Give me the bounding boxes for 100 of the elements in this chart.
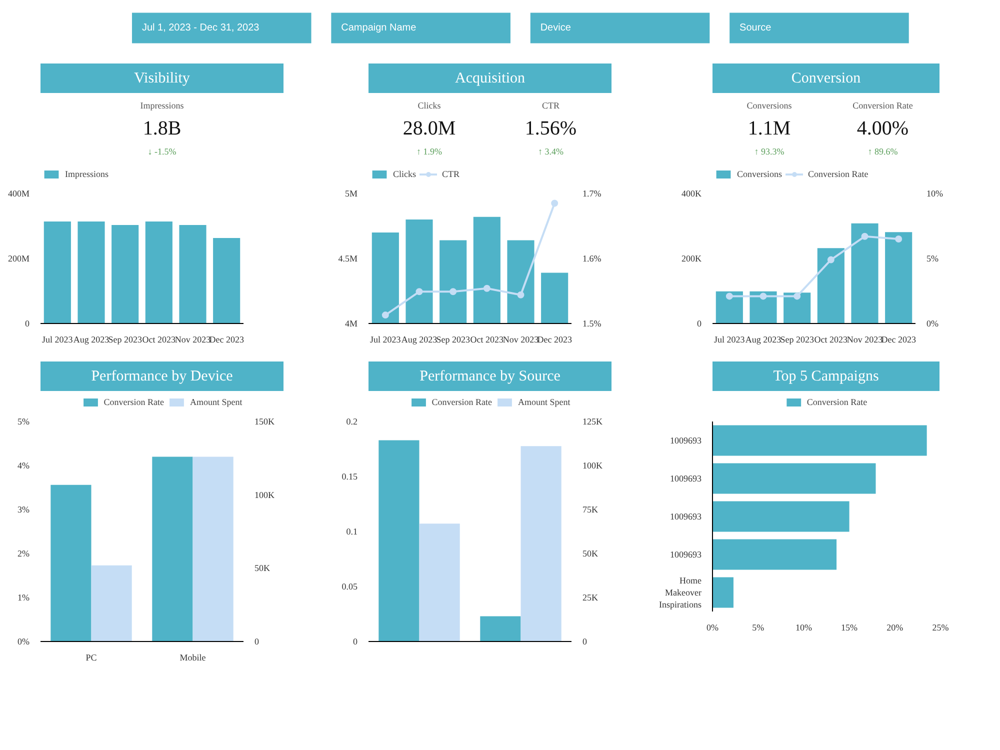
text: Source xyxy=(740,22,772,34)
x-tick-label: Oct 2023 xyxy=(470,334,504,344)
x-tick-label: Aug 2023 xyxy=(73,334,110,344)
y2-tick-label: 5% xyxy=(926,254,939,264)
x-tick-label: Jul 2023 xyxy=(370,334,402,344)
chart-title: Top 5 Campaigns xyxy=(773,368,879,384)
text: 1.56% xyxy=(524,118,577,140)
text: ↑ 89.6% xyxy=(868,146,898,157)
y2-tick-label: 10% xyxy=(926,188,944,198)
y-tick-label: 1009693 xyxy=(670,474,702,484)
chart-title: Acquisition xyxy=(455,70,526,86)
text: Device xyxy=(540,22,572,34)
y-tick-label: 2% xyxy=(18,548,30,558)
x-tick-label: Sep 2023 xyxy=(780,334,814,344)
x-tick-label: Dec 2023 xyxy=(209,334,244,344)
x-tick-label: Dec 2023 xyxy=(537,334,572,344)
x-tick-label: Oct 2023 xyxy=(142,334,176,344)
x-tick-label: Aug 2023 xyxy=(401,334,438,344)
y-tick-label: 0.05 xyxy=(342,582,358,592)
y2-tick-label: 100K xyxy=(582,460,603,470)
y-tick-label: 0 xyxy=(353,636,358,646)
x-tick-label: Nov 2023 xyxy=(502,334,540,344)
y-tick-label: 0.1 xyxy=(346,526,358,536)
y2-tick-label: 150K xyxy=(254,416,275,426)
x-tick-label: Dec 2023 xyxy=(881,334,916,344)
y2-tick-label: 0% xyxy=(926,318,939,328)
legend-label: Conversion Rate xyxy=(104,397,164,407)
y-tick-label: 200M xyxy=(8,254,30,264)
legend-label: Amount Spent xyxy=(190,397,242,407)
x-tick-label: 15% xyxy=(841,622,858,632)
y-tick-label: 5% xyxy=(18,416,30,426)
legend-label: Amount Spent xyxy=(518,397,570,407)
x-tick-label: Sep 2023 xyxy=(436,334,470,344)
x-tick-label: Jul 2023 xyxy=(714,334,746,344)
text: ↓ -1.5% xyxy=(148,146,177,157)
legend-label: Conversion Rate xyxy=(808,169,868,179)
y-tick-label: 3% xyxy=(18,504,30,514)
y-tick-label: 1009693 xyxy=(670,550,702,560)
y2-tick-label: 125K xyxy=(582,416,603,426)
x-tick-label: Sep 2023 xyxy=(108,334,142,344)
x-tick-label: 0% xyxy=(706,622,719,632)
text: ↑ 93.3% xyxy=(754,146,785,157)
x-tick-label: 5% xyxy=(752,622,765,632)
y2-tick-label: 1.7% xyxy=(582,188,602,198)
legend-label: Clicks xyxy=(393,169,416,179)
y-tick-label: 4.5M xyxy=(338,254,358,264)
legend-label: Impressions xyxy=(65,169,108,179)
y2-tick-label: 1.6% xyxy=(582,254,602,264)
y-tick-label: 0 xyxy=(697,318,702,328)
x-tick-label: Nov 2023 xyxy=(174,334,212,344)
x-tick-label: 20% xyxy=(886,622,904,632)
y-tick-label: 400M xyxy=(8,188,30,198)
x-tick-label: Oct 2023 xyxy=(814,334,848,344)
legend-label: Conversion Rate xyxy=(432,397,492,407)
y-tick-label: Home Makeover Inspirations xyxy=(659,576,702,610)
y-tick-label: 1% xyxy=(18,592,30,602)
y2-tick-label: 0 xyxy=(582,636,588,646)
y-tick-label: 200K xyxy=(682,254,702,264)
x-tick-label: Aug 2023 xyxy=(745,334,782,344)
text: CTR xyxy=(542,100,560,110)
legend-label: Conversion Rate xyxy=(806,397,868,407)
y2-tick-label: 0 xyxy=(254,636,260,646)
y-tick-label: 4% xyxy=(18,460,30,470)
text: Jul 1, 2023 - Dec 31, 2023 xyxy=(142,22,260,34)
chart-title: Conversion xyxy=(791,70,862,86)
text: 1.1M xyxy=(748,118,791,140)
x-tick-label: 10% xyxy=(795,622,812,632)
legend-label: CTR xyxy=(442,169,461,179)
y2-tick-label: 1.5% xyxy=(582,318,602,328)
y-tick-label: 5M xyxy=(345,188,358,198)
text: 28.0M xyxy=(402,118,456,140)
chart-title: Performance by Source xyxy=(420,368,561,384)
text: ↑ 3.4% xyxy=(538,146,564,157)
text: 4.00% xyxy=(856,118,909,140)
x-tick-label: Jul 2023 xyxy=(42,334,74,344)
y2-tick-label: 100K xyxy=(254,490,275,500)
legend-label: Conversions xyxy=(737,169,782,179)
y-tick-label: 0.2 xyxy=(346,416,358,426)
chart-title: Visibility xyxy=(134,70,190,86)
text: Conversions xyxy=(746,100,792,110)
y-tick-label: 0 xyxy=(25,318,30,328)
text: Impressions xyxy=(140,100,184,110)
y-tick-label: 4M xyxy=(345,318,358,328)
chart-title: Performance by Device xyxy=(91,368,234,384)
text: Clicks xyxy=(418,100,442,110)
x-tick-label: PC xyxy=(86,652,97,662)
y2-tick-label: 50K xyxy=(254,563,270,574)
text: ↑ 1.9% xyxy=(416,146,442,157)
y2-tick-label: 75K xyxy=(582,504,598,514)
y-tick-label: 0.15 xyxy=(342,472,358,482)
x-tick-label: Nov 2023 xyxy=(846,334,884,344)
x-tick-label: Mobile xyxy=(180,652,206,662)
y-tick-label: 1009693 xyxy=(670,436,702,446)
y2-tick-label: 50K xyxy=(582,548,598,558)
text: Campaign Name xyxy=(341,22,417,34)
x-tick-label: 25% xyxy=(932,622,950,632)
y2-tick-label: 25K xyxy=(582,592,598,602)
y-tick-label: 400K xyxy=(682,188,702,198)
text: 1.8B xyxy=(142,118,182,140)
y-tick-label: 1009693 xyxy=(670,512,702,522)
